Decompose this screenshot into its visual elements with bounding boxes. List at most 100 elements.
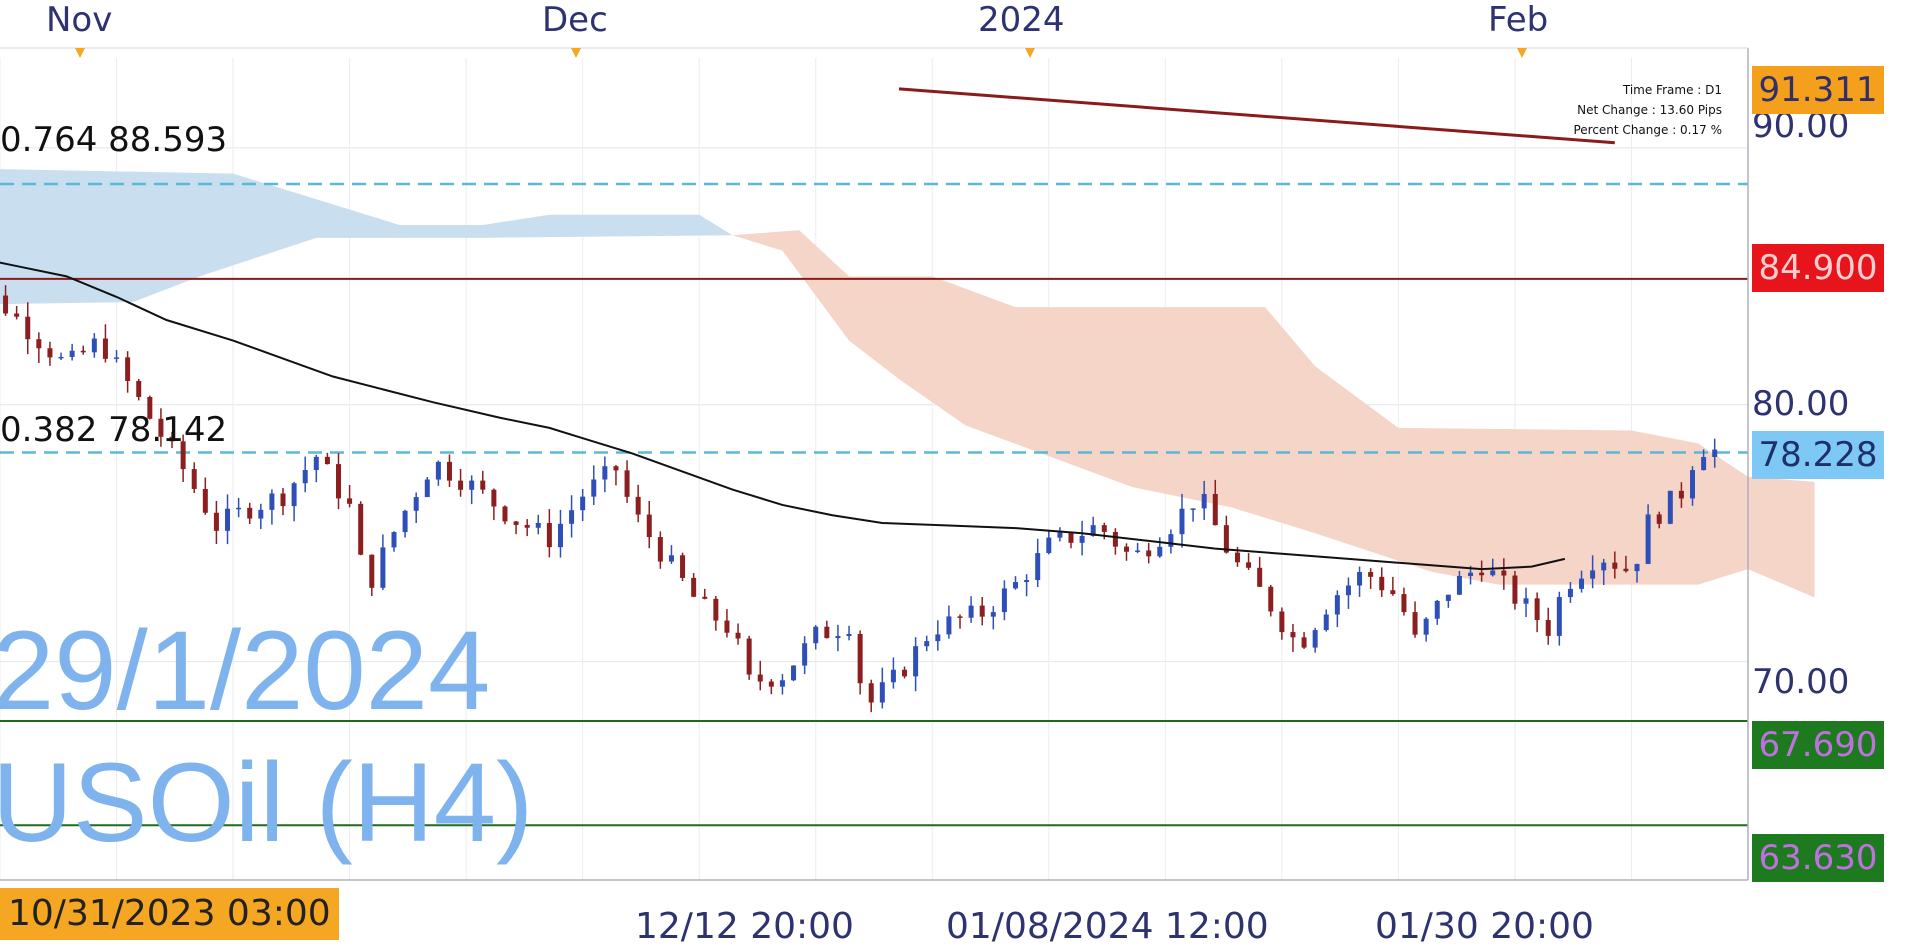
net-change-text: Net Change : 13.60 Pips bbox=[1577, 103, 1722, 117]
candle-bearish bbox=[1257, 567, 1263, 587]
candle-bullish bbox=[435, 461, 441, 480]
candle-bearish bbox=[36, 339, 42, 349]
candle-bullish bbox=[1490, 570, 1496, 576]
candle-bearish bbox=[902, 669, 908, 677]
candle-bearish bbox=[680, 555, 686, 578]
candle-bullish bbox=[302, 470, 308, 484]
candle-bearish bbox=[180, 441, 186, 470]
candle-bearish bbox=[213, 512, 219, 531]
candle-bullish bbox=[879, 682, 885, 703]
candle-bullish bbox=[1667, 490, 1673, 524]
candle-bullish bbox=[291, 483, 297, 507]
candle-bearish bbox=[1234, 552, 1240, 563]
candle-bullish bbox=[1590, 570, 1596, 579]
candle-bullish bbox=[1601, 562, 1607, 571]
time-label-0108: 01/08/2024 12:00 bbox=[946, 906, 1269, 947]
candle-bullish bbox=[58, 356, 64, 359]
candle-bullish bbox=[1445, 594, 1451, 601]
moving-average-line bbox=[0, 261, 1566, 571]
candle-bullish bbox=[69, 350, 75, 357]
candle-bearish bbox=[1279, 611, 1285, 633]
candle-bearish bbox=[125, 357, 131, 381]
candle-bearish bbox=[1678, 490, 1684, 499]
candle-bearish bbox=[979, 605, 985, 617]
watermark-date: 29/1/2024 bbox=[0, 608, 491, 733]
candle-bullish bbox=[258, 509, 264, 519]
candle-bearish bbox=[1623, 568, 1629, 572]
candle-bearish bbox=[691, 577, 697, 597]
candle-bearish bbox=[702, 596, 708, 599]
candle-bullish bbox=[1334, 595, 1340, 615]
candle-bearish bbox=[358, 503, 364, 555]
candle-bearish bbox=[102, 338, 108, 359]
candle-bearish bbox=[1223, 525, 1229, 553]
candle-bullish bbox=[1345, 585, 1351, 596]
candle-bullish bbox=[913, 646, 919, 677]
candle-bullish bbox=[1645, 514, 1651, 564]
candle-bullish bbox=[1567, 588, 1573, 598]
candle-bullish bbox=[557, 523, 563, 548]
price-tag-78228: 78.228 bbox=[1752, 431, 1884, 479]
candle-bearish bbox=[1412, 612, 1418, 635]
month-marker-icon bbox=[1517, 48, 1527, 58]
candle-bullish bbox=[535, 522, 541, 528]
candle-bullish bbox=[1523, 598, 1529, 604]
candle-bullish bbox=[1046, 537, 1052, 554]
candle-bullish bbox=[424, 479, 430, 498]
candle-bullish bbox=[1468, 572, 1474, 576]
candle-bullish bbox=[1179, 508, 1185, 535]
candle-bullish bbox=[846, 634, 852, 637]
candle-bullish bbox=[114, 357, 120, 359]
candle-bearish bbox=[1101, 525, 1107, 532]
moving-average bbox=[0, 261, 1566, 571]
candle-bearish bbox=[1068, 532, 1074, 543]
candle-bullish bbox=[225, 508, 231, 531]
candle-bearish bbox=[458, 480, 464, 490]
candle-bullish bbox=[391, 532, 397, 548]
candle-bullish bbox=[469, 480, 475, 490]
candle-bearish bbox=[635, 496, 641, 515]
candle-bearish bbox=[446, 461, 452, 481]
candle-bearish bbox=[1246, 562, 1252, 568]
candle-bullish bbox=[1434, 600, 1440, 619]
candle-bullish bbox=[791, 665, 797, 681]
candle-bullish bbox=[1057, 532, 1063, 538]
candle-bullish bbox=[1701, 457, 1707, 471]
candle-bearish bbox=[1146, 550, 1152, 557]
candle-bearish bbox=[1479, 572, 1485, 576]
candlesticks bbox=[3, 285, 1718, 713]
candle-bullish bbox=[1190, 508, 1196, 510]
candle-bearish bbox=[347, 498, 353, 504]
cloud-bearish bbox=[732, 230, 1815, 598]
candle-bearish bbox=[857, 634, 863, 684]
candle-bearish bbox=[1212, 493, 1218, 526]
candle-bearish bbox=[1368, 572, 1374, 577]
candle-bullish bbox=[236, 507, 242, 510]
candle-bearish bbox=[1112, 531, 1118, 547]
candle-bullish bbox=[580, 496, 586, 511]
candle-bearish bbox=[735, 632, 741, 639]
candle-bearish bbox=[158, 418, 164, 437]
candle-bearish bbox=[136, 380, 142, 397]
candle-bullish bbox=[835, 636, 841, 639]
candle-bullish bbox=[402, 510, 408, 533]
candle-bearish bbox=[3, 295, 9, 314]
time-label-0130: 01/30 20:00 bbox=[1375, 906, 1594, 947]
candle-bearish bbox=[191, 469, 197, 489]
month-label-2024: 2024 bbox=[978, 0, 1065, 40]
trendline bbox=[898, 87, 1615, 145]
watermark-symbol: USOil (H4) bbox=[0, 740, 534, 865]
candle-bearish bbox=[768, 681, 774, 687]
candle-bullish bbox=[935, 634, 941, 642]
candle-bearish bbox=[613, 466, 619, 471]
candle-bearish bbox=[713, 598, 719, 621]
candle-bullish bbox=[569, 510, 575, 524]
candle-bearish bbox=[546, 522, 552, 548]
candle-bearish bbox=[1512, 575, 1518, 604]
candle-bearish bbox=[47, 348, 53, 358]
candle-bearish bbox=[868, 683, 874, 703]
candle-bullish bbox=[380, 547, 386, 588]
candle-bearish bbox=[1501, 570, 1507, 576]
candle-bearish bbox=[646, 514, 652, 538]
candle-bearish bbox=[14, 313, 20, 317]
